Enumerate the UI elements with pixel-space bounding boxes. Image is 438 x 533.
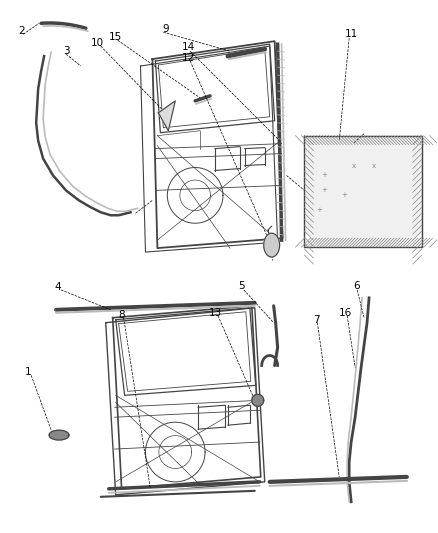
Polygon shape [49,430,69,440]
Circle shape [410,235,434,259]
Text: 1: 1 [25,367,32,377]
Text: 7: 7 [313,314,320,325]
Text: 11: 11 [345,29,358,39]
Text: +: + [321,188,327,193]
Text: +: + [341,192,347,198]
Text: +: + [316,207,322,213]
Text: 15: 15 [109,32,122,42]
Text: 10: 10 [91,38,104,48]
Circle shape [293,235,316,259]
Text: 4: 4 [55,282,61,292]
Text: 3: 3 [63,46,69,56]
Polygon shape [264,233,279,257]
Text: 14: 14 [182,42,195,52]
Text: x: x [352,163,356,168]
Polygon shape [304,136,422,247]
Text: 12: 12 [182,53,195,63]
Text: 6: 6 [353,281,360,291]
Text: 5: 5 [239,281,245,291]
Text: 2: 2 [18,26,25,36]
Text: +: + [321,173,327,179]
Text: 13: 13 [208,308,222,318]
Polygon shape [252,394,264,406]
Text: x: x [372,163,376,168]
Text: 9: 9 [162,24,169,34]
Polygon shape [159,101,175,131]
Text: 16: 16 [339,308,352,318]
Text: 8: 8 [118,310,125,320]
